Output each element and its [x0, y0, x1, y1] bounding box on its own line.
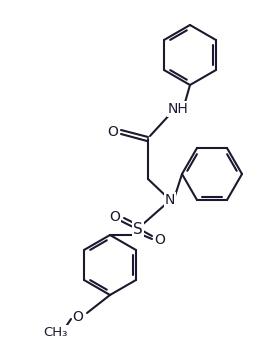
Text: O: O	[155, 233, 165, 247]
Text: O: O	[107, 125, 118, 139]
Text: N: N	[165, 193, 175, 207]
Text: O: O	[73, 310, 84, 324]
Text: S: S	[133, 221, 143, 236]
Text: O: O	[110, 210, 120, 224]
Text: CH₃: CH₃	[43, 326, 67, 338]
Text: NH: NH	[168, 102, 188, 116]
